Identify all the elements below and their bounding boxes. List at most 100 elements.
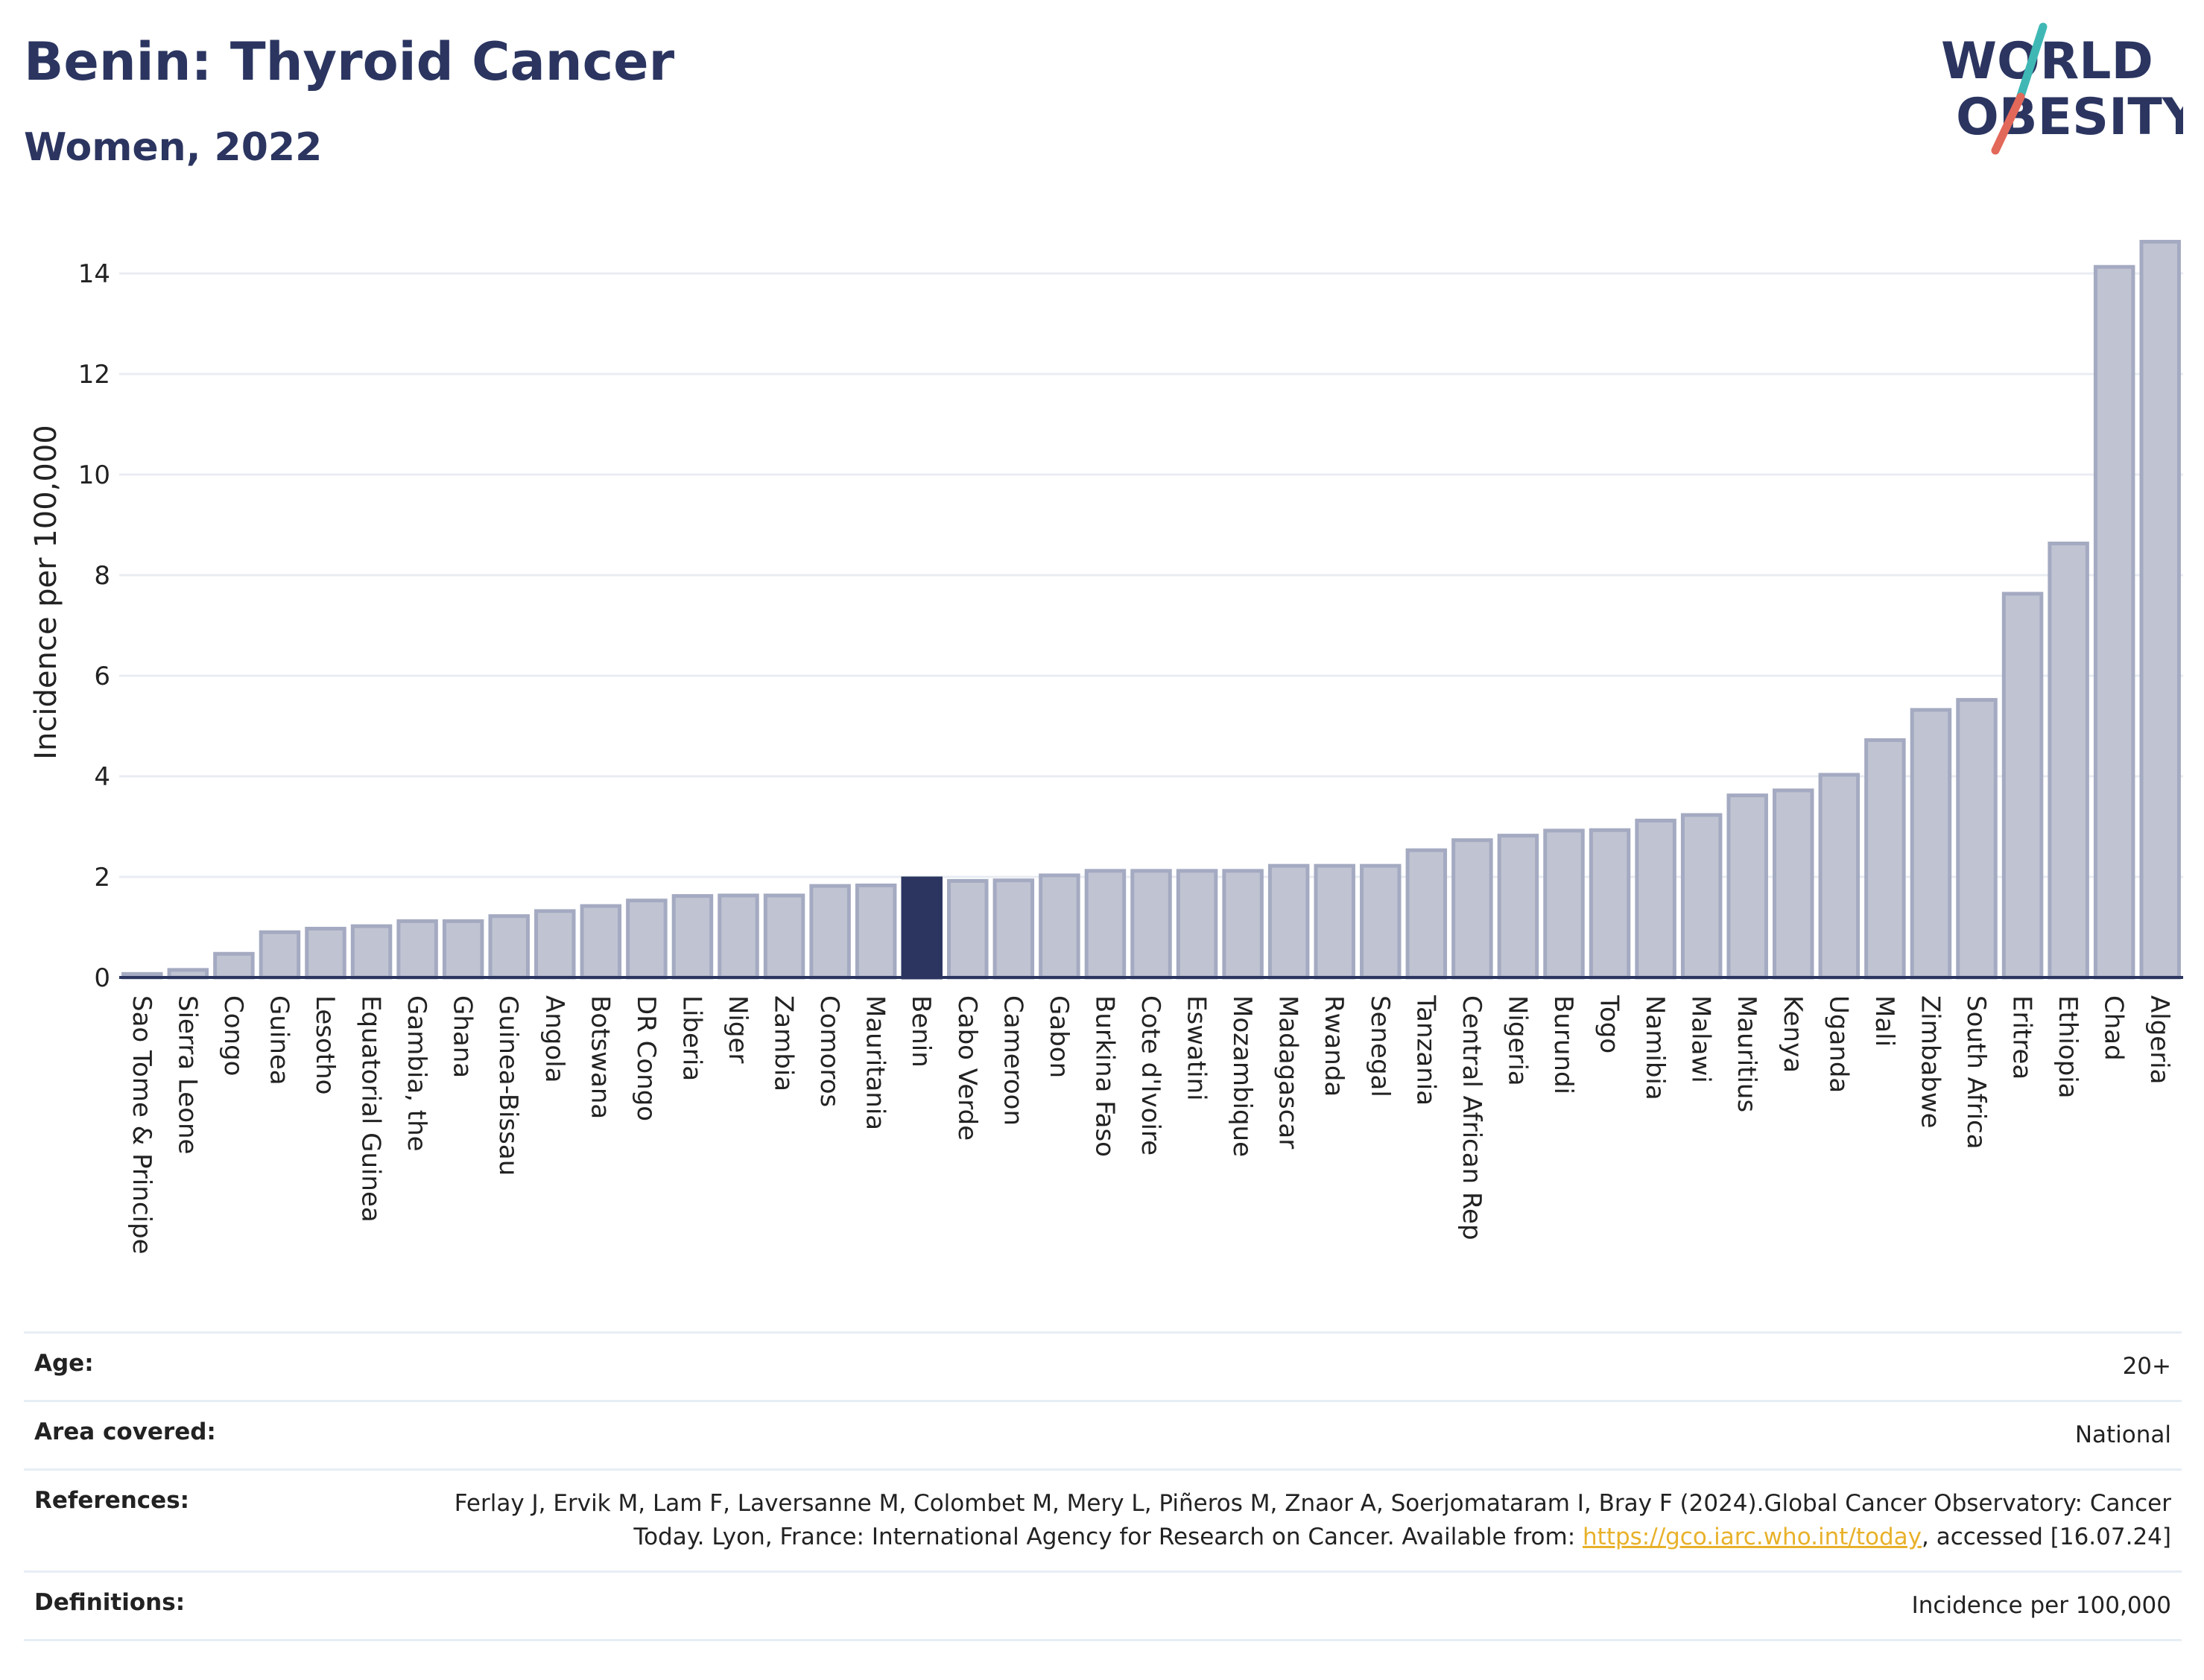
bar	[1497, 834, 1539, 980]
x-tick-label: Equatorial Guinea	[356, 995, 386, 1223]
x-tick-label: Tanzania	[1410, 995, 1440, 1106]
x-tick-label: Chad	[2099, 995, 2129, 1061]
bar	[1039, 873, 1080, 980]
info-row-definitions: Definitions: Incidence per 100,000	[24, 1570, 2182, 1641]
bar-highlighted	[901, 876, 943, 980]
reference-text: Ferlay J, Ervik M, Lam F, Laversanne M, …	[454, 1489, 2171, 1550]
bar	[671, 894, 714, 980]
x-tick-label: Madagascar	[1273, 995, 1303, 1149]
bar	[442, 919, 484, 980]
bar	[1360, 863, 1402, 980]
x-tick-label: Zambia	[769, 995, 799, 1091]
x-tick-label: Botswana	[585, 995, 615, 1119]
info-label: References:	[34, 1486, 190, 1514]
x-tick-label: Nigeria	[1502, 995, 1532, 1086]
bar	[1910, 708, 1952, 980]
x-tick-label: Ethiopia	[2053, 995, 2083, 1098]
x-tick-label: Liberia	[677, 995, 706, 1081]
logo-stripe-coral	[1991, 92, 2025, 155]
bar	[1222, 869, 1264, 980]
bar	[1084, 869, 1127, 980]
x-tick-label: Niger	[723, 995, 753, 1063]
bar	[1956, 697, 1998, 980]
bar	[1267, 863, 1310, 980]
info-table: Age: 20+ Area covered: National Referenc…	[24, 1331, 2182, 1641]
info-value: 20+	[2122, 1353, 2171, 1380]
x-tick-label: Mozambique	[1227, 995, 1257, 1157]
bar	[947, 878, 989, 980]
x-tick-label: Sierra Leone	[172, 995, 202, 1154]
bar	[534, 909, 576, 980]
info-label: Area covered:	[34, 1418, 216, 1445]
bar	[213, 951, 255, 980]
bar	[1314, 863, 1355, 980]
bar	[350, 924, 393, 980]
reference-link[interactable]: https://gco.iarc.who.int/today	[1583, 1523, 1922, 1550]
x-tick-label: Senegal	[1365, 995, 1395, 1097]
y-tick-label: 14	[78, 259, 110, 289]
bar	[1773, 788, 1814, 980]
bar	[1451, 838, 1493, 980]
x-tick-label: Burundi	[1548, 995, 1578, 1094]
info-row-area: Area covered: National	[24, 1399, 2182, 1468]
bar	[580, 904, 622, 980]
world-obesity-logo: WORLD OBESITY	[1941, 22, 2183, 155]
y-tick-label: 2	[94, 863, 110, 893]
x-tick-label: Lesotho	[310, 995, 340, 1094]
bar	[626, 898, 668, 980]
bar	[1818, 773, 1861, 980]
info-row-age: Age: 20+	[24, 1331, 2182, 1400]
bar	[855, 883, 897, 980]
info-label: Definitions:	[34, 1588, 186, 1616]
bar	[2093, 264, 2135, 980]
x-tick-label: Kenya	[1778, 995, 1808, 1073]
axes: 0 2 4 6 8 10 12 14 Sao Tome & Principe Sierra Leo…	[78, 259, 2183, 1255]
info-value: Ferlay J, Ervik M, Lam F, Laversanne M, …	[383, 1487, 2171, 1554]
x-tick-label: Zimbabwe	[1915, 995, 1945, 1129]
x-tick-label: Benin	[906, 995, 936, 1068]
bar	[2048, 541, 2089, 980]
x-tick-label: Cote d'Ivoire	[1136, 995, 1165, 1156]
x-tick-label: Cabo Verde	[952, 995, 982, 1141]
info-label: Age:	[34, 1350, 94, 1377]
x-tick-label: South Africa	[1961, 995, 1991, 1150]
x-tick-label: Eswatini	[1182, 995, 1212, 1101]
bar	[488, 914, 530, 980]
page-title: Benin: Thyroid Cancer	[24, 31, 675, 92]
bar	[305, 927, 346, 980]
page-subtitle: Women, 2022	[24, 125, 323, 170]
bars	[121, 239, 2181, 980]
bar	[2001, 592, 2044, 980]
x-tick-label: Mali	[1869, 995, 1899, 1047]
bar	[1589, 828, 1631, 980]
y-tick-label: 0	[94, 963, 110, 993]
x-tick-label: Algeria	[2144, 995, 2174, 1084]
info-value: Incidence per 100,000	[1911, 1591, 2171, 1619]
bar	[992, 878, 1035, 980]
bar	[1130, 869, 1172, 980]
x-tick-label: Uganda	[1823, 995, 1853, 1093]
logo-line-2: OBESITY	[1956, 88, 2183, 147]
x-tick-label: Angola	[539, 995, 569, 1083]
bar	[809, 884, 851, 980]
y-axis-title: Incidence per 100,000	[29, 425, 63, 760]
x-tick-label: Gabon	[1044, 995, 1074, 1078]
x-tick-label: DR Congo	[631, 995, 661, 1121]
x-tick-label: Congo	[218, 995, 248, 1076]
x-tick-label: Mauritania	[861, 995, 890, 1130]
x-tick-label: Burkina Faso	[1089, 995, 1119, 1157]
x-tick-label: Togo	[1595, 995, 1624, 1053]
y-tick-label: 4	[94, 762, 110, 792]
x-tick-label: Eritrea	[2007, 995, 2037, 1080]
bar	[259, 930, 301, 980]
y-tick-label: 10	[78, 460, 110, 490]
bar	[1543, 828, 1585, 980]
bar	[1864, 738, 1906, 980]
x-tick-label: Sao Tome & Principe	[127, 995, 156, 1255]
y-tick-label: 6	[94, 662, 110, 691]
x-tick-label: Ghana	[448, 995, 478, 1078]
y-tick-label: 8	[94, 561, 110, 591]
x-tick-label: Rwanda	[1319, 995, 1349, 1097]
x-tick-label: Guinea	[264, 995, 294, 1085]
bar	[1176, 869, 1218, 980]
